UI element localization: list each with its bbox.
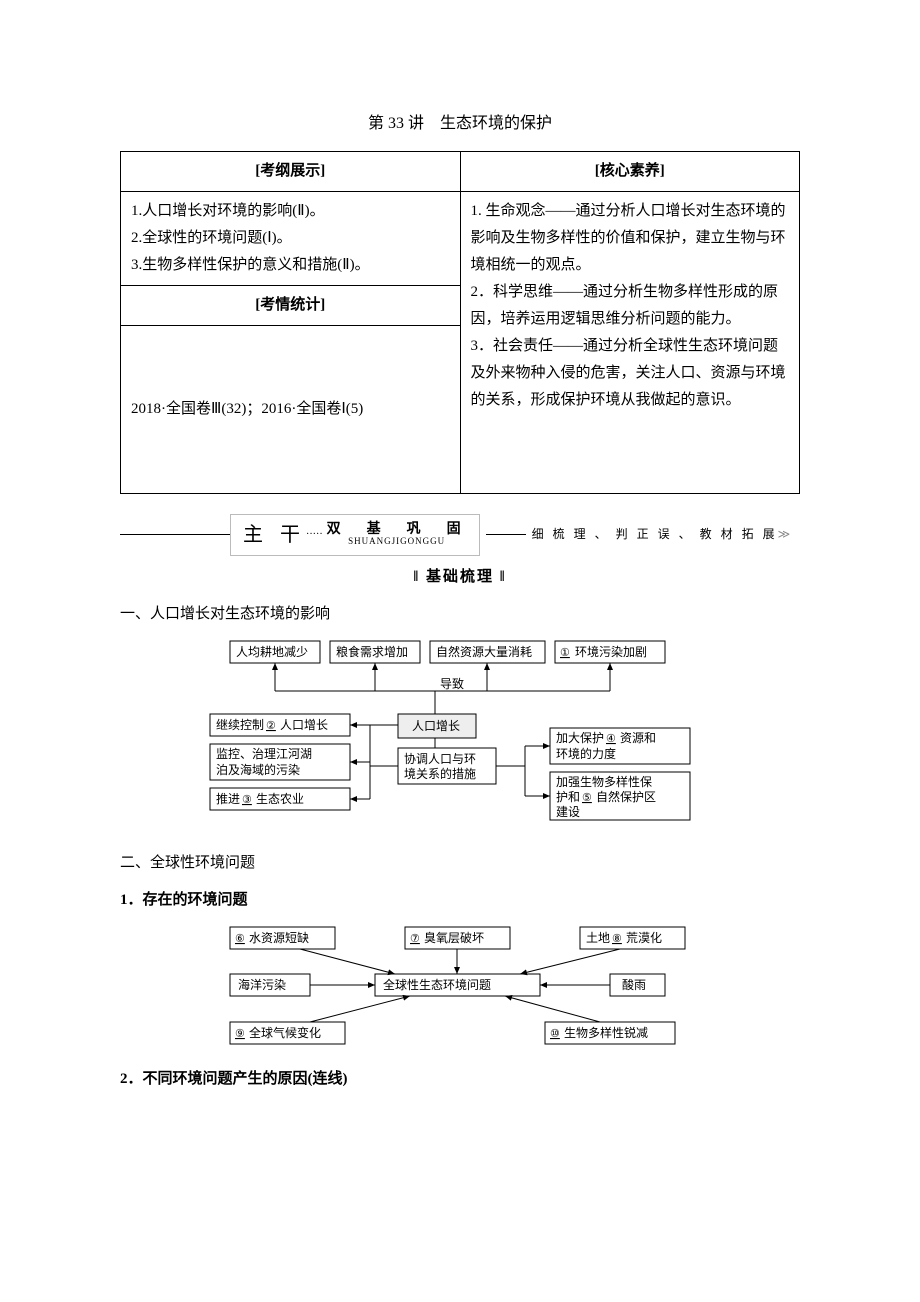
- svg-text:⑧: ⑧: [612, 933, 622, 945]
- banner-line-left: [120, 534, 230, 535]
- svg-text:继续控制: 继续控制: [216, 718, 264, 732]
- svg-text:土地: 土地: [586, 931, 610, 945]
- banner-dots: ·····: [306, 526, 323, 544]
- svg-text:生态农业: 生态农业: [256, 792, 304, 806]
- banner-arrows-icon: ≫: [778, 524, 789, 546]
- section-2-title: 二、全球性环境问题: [120, 850, 800, 877]
- svg-text:①: ①: [560, 647, 570, 659]
- diagram-population-svg: 人均耕地减少 粮食需求增加 自然资源大量消耗 ① 环境污染加剧 导致 人口增长 继…: [180, 636, 740, 836]
- banner-top-text: 双 基 巩 固: [327, 523, 467, 537]
- col-head-literacy: [核心素养]: [460, 151, 800, 191]
- diagram-global-env: ⑥ 水资源短缺 ⑦ 臭氧层破坏 土地⑧ 荒漠化 海洋污染 全球性生态环境问题 酸雨 ⑨…: [120, 922, 800, 1052]
- banner-line-right: [486, 534, 526, 535]
- svg-text:境关系的措施: 境关系的措施: [404, 766, 476, 781]
- exam-stats-cell: 2018·全国卷Ⅲ(32)；2016·全国卷Ⅰ(5): [121, 325, 461, 493]
- col-head-stats: [考情统计]: [121, 285, 461, 325]
- banner-pinyin: SHUANGJIGONGGU: [348, 537, 445, 546]
- literacy-3: 3．社会责任——通过分析全球性生态环境问题及外来物种入侵的危害，关注人口、资源与…: [471, 333, 790, 414]
- section-2-1-title: 1．存在的环境问题: [120, 887, 800, 914]
- svg-text:④: ④: [606, 733, 616, 745]
- lesson-title: 第 33 讲 生态环境的保护: [120, 110, 800, 139]
- svg-text:护和: 护和: [556, 790, 580, 804]
- svg-text:海洋污染: 海洋污染: [238, 977, 286, 992]
- svg-text:人口增长: 人口增长: [412, 719, 460, 733]
- svg-text:荒漠化: 荒漠化: [626, 931, 662, 945]
- svg-text:建设: 建设: [556, 805, 580, 819]
- section-1-title: 一、人口增长对生态环境的影响: [120, 601, 800, 628]
- svg-text:自然资源大量消耗: 自然资源大量消耗: [436, 644, 532, 659]
- svg-text:协调人口与环: 协调人口与环: [404, 751, 476, 766]
- svg-text:臭氧层破坏: 臭氧层破坏: [424, 930, 484, 945]
- svg-text:③: ③: [242, 794, 252, 806]
- svg-text:导致: 导致: [440, 677, 464, 691]
- section-banner: 主 干 ····· 双 基 巩 固 SHUANGJIGONGGU 细 梳 理 、…: [120, 514, 800, 556]
- literacy-cell: 1. 生命观念——通过分析人口增长对生态环境的影响及生物多样性的价值和保护，建立…: [460, 191, 800, 493]
- svg-text:人口增长: 人口增长: [280, 718, 328, 732]
- svg-text:生物多样性锐减: 生物多样性锐减: [564, 1025, 648, 1040]
- svg-text:全球性生态环境问题: 全球性生态环境问题: [383, 977, 491, 992]
- svg-text:推进: 推进: [216, 792, 240, 806]
- outline-item-1: 1.人口增长对环境的影响(Ⅱ)。: [131, 198, 450, 225]
- outline-item-3: 3.生物多样性保护的意义和措施(Ⅱ)。: [131, 252, 450, 279]
- svg-text:人均耕地减少: 人均耕地减少: [236, 644, 308, 659]
- subhead-basics: ‖ 基础梳理 ‖: [120, 564, 800, 591]
- svg-text:环境污染加剧: 环境污染加剧: [575, 644, 647, 659]
- svg-text:自然保护区: 自然保护区: [596, 789, 656, 804]
- syllabus-table: [考纲展示] [核心素养] 1.人口增长对环境的影响(Ⅱ)。 2.全球性的环境问…: [120, 151, 800, 494]
- svg-text:②: ②: [266, 720, 276, 732]
- svg-text:加强生物多样性保: 加强生物多样性保: [556, 774, 652, 789]
- svg-text:⑤: ⑤: [582, 792, 592, 804]
- svg-text:环境的力度: 环境的力度: [556, 746, 616, 761]
- svg-text:资源和: 资源和: [620, 731, 656, 745]
- svg-text:⑦: ⑦: [410, 933, 420, 945]
- outline-item-2: 2.全球性的环境问题(Ⅰ)。: [131, 225, 450, 252]
- banner-zhugan: 主 干: [243, 517, 306, 553]
- diagram-population: 人均耕地减少 粮食需求增加 自然资源大量消耗 ① 环境污染加剧 导致 人口增长 继…: [120, 636, 800, 836]
- svg-text:酸雨: 酸雨: [622, 977, 646, 992]
- svg-text:加大保护: 加大保护: [556, 731, 604, 745]
- svg-text:水资源短缺: 水资源短缺: [249, 930, 309, 945]
- svg-text:⑥: ⑥: [235, 933, 245, 945]
- literacy-1: 1. 生命观念——通过分析人口增长对生态环境的影响及生物多样性的价值和保护，建立…: [471, 198, 790, 279]
- svg-text:全球气候变化: 全球气候变化: [249, 1025, 321, 1040]
- col-head-exam: [考纲展示]: [121, 151, 461, 191]
- svg-text:泊及海域的污染: 泊及海域的污染: [216, 762, 300, 777]
- diagram-global-env-svg: ⑥ 水资源短缺 ⑦ 臭氧层破坏 土地⑧ 荒漠化 海洋污染 全球性生态环境问题 酸雨 ⑨…: [180, 922, 740, 1052]
- exam-outline-cell: 1.人口增长对环境的影响(Ⅱ)。 2.全球性的环境问题(Ⅰ)。 3.生物多样性保…: [121, 191, 461, 285]
- banner-tagline: 细 梳 理 、 判 正 误 、 教 材 拓 展: [532, 524, 778, 546]
- svg-text:粮食需求增加: 粮食需求增加: [336, 644, 408, 659]
- svg-text:⑩: ⑩: [550, 1028, 560, 1040]
- banner-box: 主 干 ····· 双 基 巩 固 SHUANGJIGONGGU: [230, 514, 480, 556]
- literacy-2: 2．科学思维——通过分析生物多样性形成的原因，培养运用逻辑思维分析问题的能力。: [471, 279, 790, 333]
- section-2-2-title: 2．不同环境问题产生的原因(连线): [120, 1066, 800, 1093]
- svg-text:监控、治理江河湖: 监控、治理江河湖: [216, 746, 312, 761]
- svg-text:⑨: ⑨: [235, 1028, 245, 1040]
- banner-main: 双 基 巩 固 SHUANGJIGONGGU: [327, 523, 467, 546]
